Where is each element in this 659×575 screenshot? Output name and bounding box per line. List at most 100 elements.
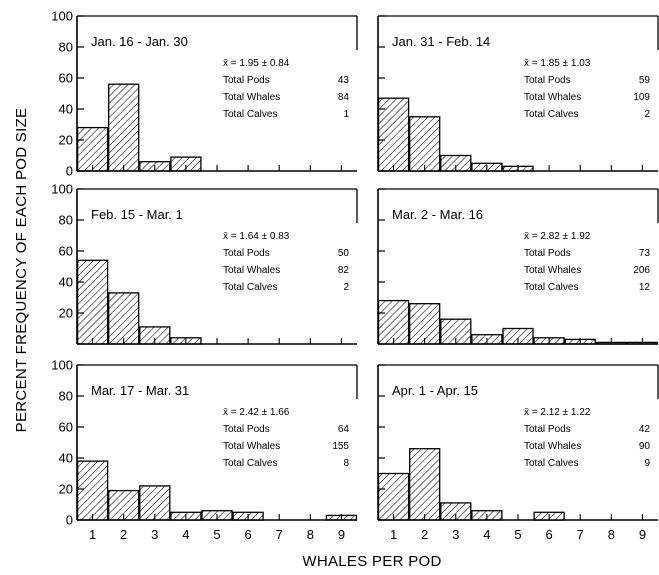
stat-label: Total Whales [524, 265, 581, 276]
panel-6: 1 2 3 4 5 6 7 8 9 Apr. 1 - Apr. 15 x̄ = 2.12 ± 1.2… [377, 364, 659, 542]
stat-value: 73 [639, 248, 651, 259]
x-tick-label: 7 [276, 527, 283, 542]
x-tick-label: 3 [151, 527, 158, 542]
x-tick-label: 3 [452, 527, 459, 542]
panel-title: Apr. 1 - Apr. 15 [392, 383, 478, 398]
y-tick-label: 20 [59, 306, 73, 321]
stat-label: Total Whales [223, 441, 280, 452]
stat-value: 2 [644, 109, 650, 120]
x-tick-label: 4 [182, 527, 189, 542]
panel-title: Jan. 16 - Jan. 30 [91, 34, 188, 49]
panel-mean: x̄ = 2.12 ± 1.22 [524, 407, 591, 418]
stat-value: 90 [639, 441, 651, 452]
bar-cat-1 [76, 460, 109, 521]
stat-value: 82 [338, 265, 350, 276]
stat-value: 155 [332, 441, 349, 452]
stat-label: Total Pods [524, 75, 571, 86]
stat-label: Total Pods [223, 248, 270, 259]
bar-cat-1 [377, 299, 410, 345]
y-tick-label: 0 [66, 513, 73, 528]
y-tick-label: 80 [59, 213, 73, 228]
bar-cat-1 [76, 126, 109, 172]
stat-label: Total Calves [524, 458, 578, 469]
stat-label: Total Whales [524, 92, 581, 103]
panel-mean: x̄ = 2.42 ± 1.66 [223, 407, 290, 418]
x-tick-label: 1 [390, 527, 397, 542]
panel-mean: x̄ = 1.64 ± 0.83 [223, 231, 290, 242]
stat-label: Total Calves [524, 282, 578, 293]
y-tick-label: 60 [59, 420, 73, 435]
x-tick-label: 6 [545, 527, 552, 542]
stat-value: 59 [639, 75, 651, 86]
panel-4: Mar. 2 - Mar. 16 x̄ = 2.82 ± 1.92 Total Po… [377, 188, 659, 345]
x-tick-label: 2 [421, 527, 428, 542]
stat-value: 12 [639, 282, 651, 293]
bar-cat-2 [409, 116, 441, 172]
stat-value: 206 [633, 265, 650, 276]
x-tick-label: 4 [483, 527, 490, 542]
stat-value: 8 [343, 458, 349, 469]
x-tick-label: 7 [577, 527, 584, 542]
bar-cat-2 [409, 448, 441, 521]
x-tick-label: 6 [244, 527, 251, 542]
panel-title: Feb. 15 - Mar. 1 [91, 207, 183, 222]
panel-title: Jan. 31 - Feb. 14 [392, 34, 490, 49]
stat-label: Total Whales [223, 92, 280, 103]
stat-label: Total Whales [223, 265, 280, 276]
bar-cat-2 [409, 303, 441, 345]
stat-label: Total Whales [524, 441, 581, 452]
stat-value: 64 [338, 424, 350, 435]
stat-label: Total Calves [223, 109, 277, 120]
stat-value: 50 [338, 248, 350, 259]
y-tick-label: 60 [59, 71, 73, 86]
stat-label: Total Pods [524, 248, 571, 259]
stat-value: 84 [338, 92, 350, 103]
y-axis-title: PERCENT FREQUENCY OF EACH POD SIZE [13, 108, 30, 433]
bar-cat-1 [76, 259, 109, 345]
x-tick-label: 5 [213, 527, 220, 542]
y-tick-label: 40 [59, 275, 73, 290]
y-tick-label: 100 [51, 9, 73, 24]
stat-value: 9 [644, 458, 650, 469]
y-tick-label: 80 [59, 389, 73, 404]
bar-cat-2 [108, 292, 140, 345]
y-tick-label: 100 [51, 182, 73, 197]
y-tick-label: 0 [66, 164, 73, 179]
x-tick-label: 1 [89, 527, 96, 542]
stat-value: 43 [338, 75, 350, 86]
stat-value: 2 [343, 282, 349, 293]
stat-label: Total Calves [223, 458, 277, 469]
panel-title: Mar. 17 - Mar. 31 [91, 383, 189, 398]
y-tick-label: 40 [59, 102, 73, 117]
stat-label: Total Calves [524, 109, 578, 120]
stat-value: 42 [639, 424, 651, 435]
stat-label: Total Calves [223, 282, 277, 293]
panel-2: Jan. 31 - Feb. 14 x̄ = 1.85 ± 1.03 Total P… [377, 15, 659, 172]
panel-mean: x̄ = 1.95 ± 0.84 [223, 58, 290, 69]
x-tick-label: 9 [338, 527, 345, 542]
panel-5: 100 80 60 40 20 0 1 2 3 4 5 6 7 8 9 Mar. 17 - Mar. 31 x̄… [51, 358, 358, 542]
y-tick-label: 80 [59, 40, 73, 55]
y-tick-label: 100 [51, 358, 73, 373]
x-tick-label: 2 [120, 527, 127, 542]
bar-cat-3 [139, 485, 171, 521]
stat-value: 109 [633, 92, 650, 103]
stat-label: Total Pods [223, 75, 270, 86]
stat-value: 1 [343, 109, 349, 120]
y-tick-label: 60 [59, 244, 73, 259]
y-tick-label: 20 [59, 133, 73, 148]
bar-cat-1 [377, 97, 410, 172]
x-tick-label: 8 [608, 527, 615, 542]
y-tick-label: 20 [59, 482, 73, 497]
stat-label: Total Pods [524, 424, 571, 435]
panel-title: Mar. 2 - Mar. 16 [392, 207, 483, 222]
x-axis-title: WHALES PER POD [302, 553, 441, 570]
bar-cat-2 [108, 83, 140, 172]
x-tick-label: 9 [639, 527, 646, 542]
x-tick-label: 8 [307, 527, 314, 542]
stat-label: Total Pods [223, 424, 270, 435]
y-tick-label: 40 [59, 451, 73, 466]
panel-3: 100 80 60 40 20 Feb. 15 - Mar. 1 x̄ = 1.64 ± 0… [51, 182, 358, 345]
